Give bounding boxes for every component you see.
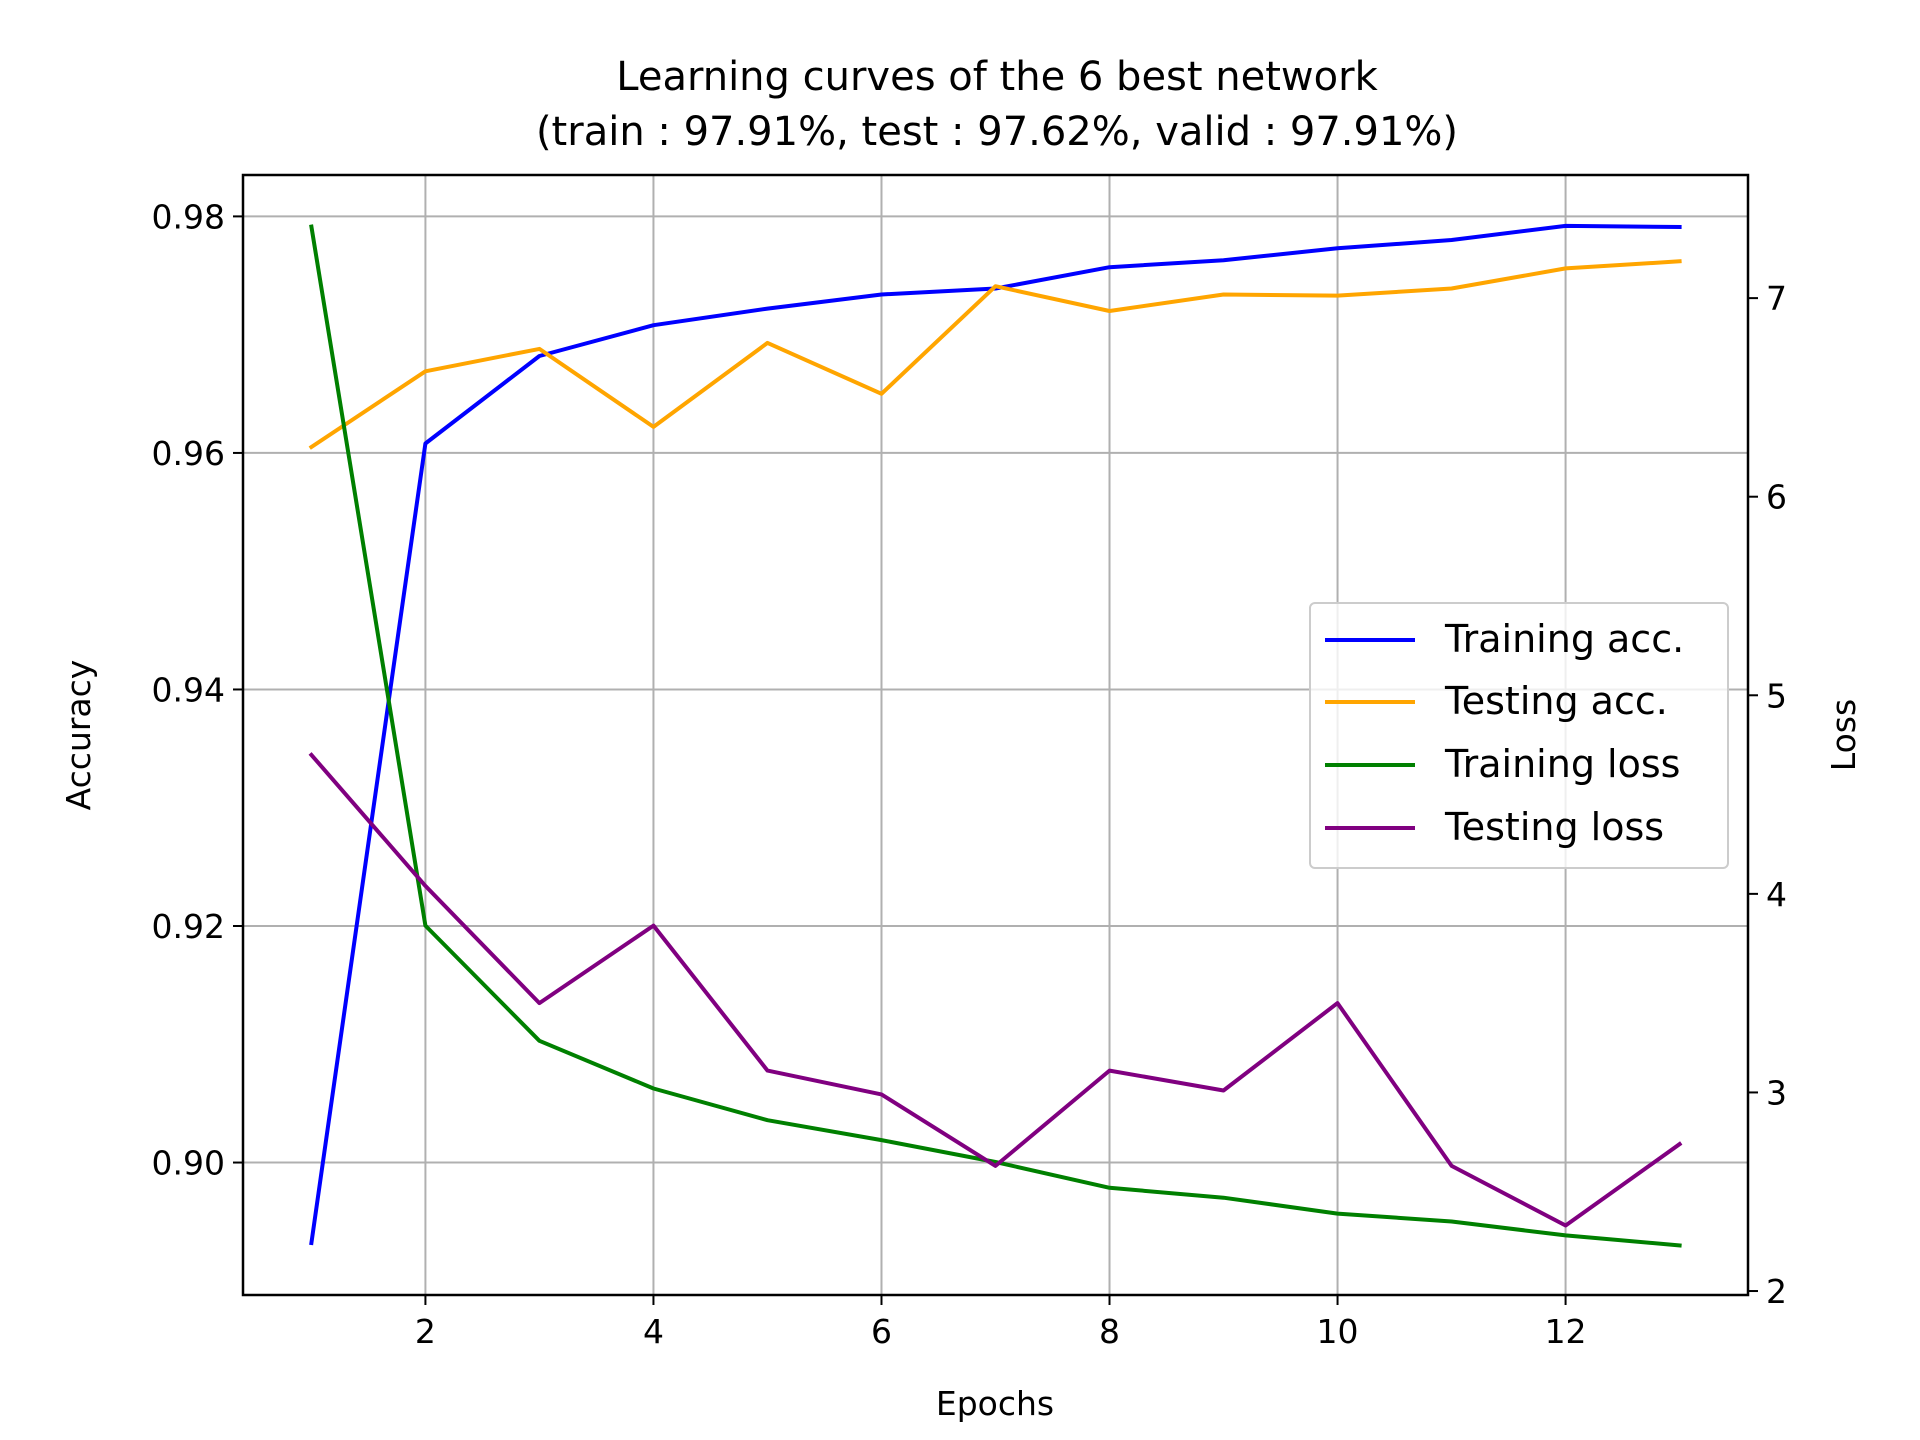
- x-tick-label: 4: [643, 1312, 664, 1351]
- x-axis-label: Epochs: [936, 1384, 1054, 1423]
- legend: Training acc. Testing acc. Training loss…: [1309, 602, 1729, 869]
- x-tick-label: 6: [871, 1312, 892, 1351]
- y-tick-label: 0.92: [152, 907, 225, 946]
- y2-tick-label: 6: [1766, 478, 1787, 517]
- y-tick-label: 0.94: [152, 670, 225, 709]
- y2-axis-ticks: 2 3 4 5 6 7: [1748, 279, 1787, 1311]
- y-axis-label: Accuracy: [59, 660, 98, 811]
- legend-label-testing-acc: Testing acc.: [1444, 679, 1668, 723]
- y-tick-label: 0.98: [152, 197, 225, 236]
- y2-axis-label: Loss: [1824, 699, 1863, 771]
- x-tick-label: 12: [1545, 1312, 1587, 1351]
- chart-subtitle: (train : 97.91%, test : 97.62%, valid : …: [536, 109, 1458, 155]
- series-line-training-loss: [309, 224, 1682, 1248]
- x-axis-ticks: 2 4 6 8 10 12: [415, 1295, 1587, 1351]
- y2-tick-label: 4: [1766, 875, 1787, 914]
- series-line-testing-acc: [308, 259, 1682, 450]
- series-lines: [308, 223, 1683, 1248]
- x-tick-label: 8: [1099, 1312, 1120, 1351]
- legend-label-training-acc: Training acc.: [1444, 617, 1684, 661]
- y2-tick-label: 3: [1766, 1073, 1787, 1112]
- legend-label-training-loss: Training loss: [1444, 742, 1680, 786]
- plot-frame: [241, 173, 1750, 1297]
- y2-tick-label: 7: [1766, 279, 1787, 318]
- chart-title: Learning curves of the 6 best network: [616, 54, 1378, 100]
- y2-tick-label: 5: [1766, 676, 1787, 715]
- grid-lines: [243, 175, 1748, 1295]
- legend-box: [1309, 602, 1729, 869]
- legend-label-testing-loss: Testing loss: [1444, 805, 1664, 849]
- y-tick-label: 0.90: [152, 1144, 225, 1183]
- series-line-testing-loss: [308, 752, 1683, 1228]
- x-tick-label: 2: [415, 1312, 436, 1351]
- y2-tick-label: 2: [1766, 1272, 1787, 1311]
- y-axis-ticks: 0.90 0.92 0.94 0.96 0.98: [152, 197, 243, 1183]
- x-tick-label: 10: [1317, 1312, 1359, 1351]
- y-tick-label: 0.96: [152, 434, 225, 473]
